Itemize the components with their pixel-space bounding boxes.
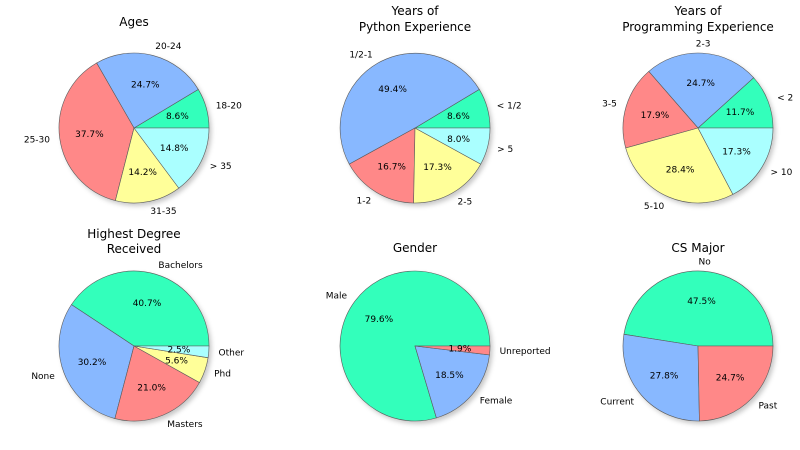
pie-slice-2-5: [413, 127, 482, 204]
slice-percent-phd: 5.6%: [165, 357, 188, 367]
pie-slice-5: [414, 127, 491, 165]
slice-percent-bachelors: 40.7%: [133, 299, 162, 309]
pie-slice-past: [697, 345, 774, 422]
slice-percent-no: 47.5%: [687, 297, 716, 307]
slice-percent-1-2-1: 49.4%: [378, 85, 407, 95]
slice-label-current: Current: [600, 398, 634, 408]
slice-percent-unreported: 1.9%: [448, 345, 471, 355]
pie-chart-ages: Ages 18-20 8.6% 20-24 24.7% 25-30 37.7% 31-35 14…: [24, 15, 242, 217]
slice-percent-20-24: 24.7%: [131, 80, 160, 90]
slice-label-male: Male: [326, 291, 348, 301]
slice-percent-masters: 21.0%: [137, 383, 166, 393]
chart-title: Ages: [119, 15, 148, 29]
chart-title: Highest Degree: [87, 227, 180, 241]
slice-label-18-20: 18-20: [216, 101, 242, 111]
pie-slice-10: [697, 127, 774, 195]
chart-title: Years of: [673, 4, 722, 18]
chart-title: Received: [107, 242, 162, 256]
slice-label-none: None: [31, 372, 55, 382]
slice-percent-5-10: 28.4%: [666, 165, 695, 175]
pie-chart-years-of-programming-experience: Years of Programming Experience < 2 11.7% 2-…: [602, 4, 793, 212]
slice-percent-18-20: 8.6%: [166, 112, 189, 122]
slice-percent-31-35: 14.2%: [128, 168, 157, 178]
pie-slice-unreported: [414, 345, 491, 356]
slice-label-no: No: [698, 258, 711, 268]
slice-label-2: < 2: [777, 94, 793, 104]
slice-label-5-10: 5-10: [644, 202, 665, 212]
slice-label-3-5: 3-5: [602, 100, 617, 110]
slice-percent-35: 14.8%: [160, 144, 189, 154]
slice-percent-2-5: 17.3%: [423, 163, 452, 173]
slice-percent-past: 24.7%: [716, 374, 745, 384]
chart-title: Python Experience: [359, 20, 471, 34]
pie-slice-female: [414, 345, 490, 419]
slice-percent-1-2: 16.7%: [377, 163, 406, 173]
slice-percent-male: 79.6%: [365, 315, 394, 325]
slice-percent-current: 27.8%: [650, 372, 679, 382]
slice-label-1-2: < 1/2: [497, 101, 522, 111]
slice-label-1-2: 1-2: [356, 197, 371, 207]
pie-chart-cs-major: CS Major No 47.5% Current 27.8% Past 24.7%: [600, 241, 778, 422]
pie-slice-31-35: [114, 127, 180, 204]
chart-title: CS Major: [671, 241, 724, 255]
pie-slice-none: [58, 304, 135, 419]
slice-percent-1-2: 8.6%: [447, 112, 470, 122]
slice-label-20-24: 20-24: [155, 42, 181, 52]
slice-percent-10: 17.3%: [722, 147, 751, 157]
slice-label-masters: Masters: [167, 420, 203, 430]
slice-label-10: > 10: [771, 168, 793, 178]
slice-percent-3-5: 17.9%: [641, 111, 670, 121]
slice-percent-2: 11.7%: [726, 108, 755, 118]
pie-slice-5-10: [625, 127, 734, 204]
slice-label-female: Female: [480, 397, 513, 407]
chart-title: Years of: [390, 4, 439, 18]
pie-slice-no: [623, 270, 774, 347]
slice-label-phd: Phd: [214, 370, 231, 380]
pie-slice-3-5: [622, 71, 699, 149]
slice-percent-none: 30.2%: [78, 358, 107, 368]
slice-label-35: > 35: [210, 162, 232, 172]
slice-label-25-30: 25-30: [24, 135, 50, 145]
slice-percent-5: 8.0%: [447, 135, 470, 145]
pie-slice-2-3: [648, 52, 755, 129]
slice-label-5: > 5: [497, 145, 513, 155]
slice-label-1-2-1: 1/2-1: [349, 51, 372, 61]
pie-slice-1-2-1: [339, 52, 480, 165]
slice-label-unreported: Unreported: [500, 347, 551, 357]
pie-slice-20-24: [96, 52, 199, 129]
slice-label-bachelors: Bachelors: [158, 261, 203, 271]
pie-slice-masters: [114, 345, 200, 422]
slice-percent-female: 18.5%: [435, 371, 464, 381]
pie-chart-gender: Gender Male 79.6% Female 18.5% Unreported 1.9%: [326, 241, 551, 422]
slice-percent-25-30: 37.7%: [75, 130, 104, 140]
pie-slice-other: [133, 345, 210, 359]
pie-slice-25-30: [58, 62, 135, 202]
pie-slice-current: [622, 333, 700, 422]
slice-percent-2-3: 24.7%: [686, 79, 715, 89]
slice-label-past: Past: [759, 401, 778, 411]
pie-slice-35: [133, 127, 210, 189]
chart-title: Gender: [393, 241, 437, 255]
slice-percent-other: 2.5%: [167, 346, 190, 356]
pie-slice-male: [339, 270, 491, 422]
slice-label-2-3: 2-3: [696, 39, 711, 49]
pie-chart-years-of-python-experience: Years of Python Experience < 1/2 8.6% 1/2-1 4…: [339, 4, 522, 207]
pie-slice-1-2: [348, 127, 416, 204]
slice-label-31-35: 31-35: [150, 207, 176, 217]
chart-title: Programming Experience: [622, 20, 774, 34]
slice-label-2-5: 2-5: [458, 197, 473, 207]
slice-label-other: Other: [219, 349, 245, 359]
